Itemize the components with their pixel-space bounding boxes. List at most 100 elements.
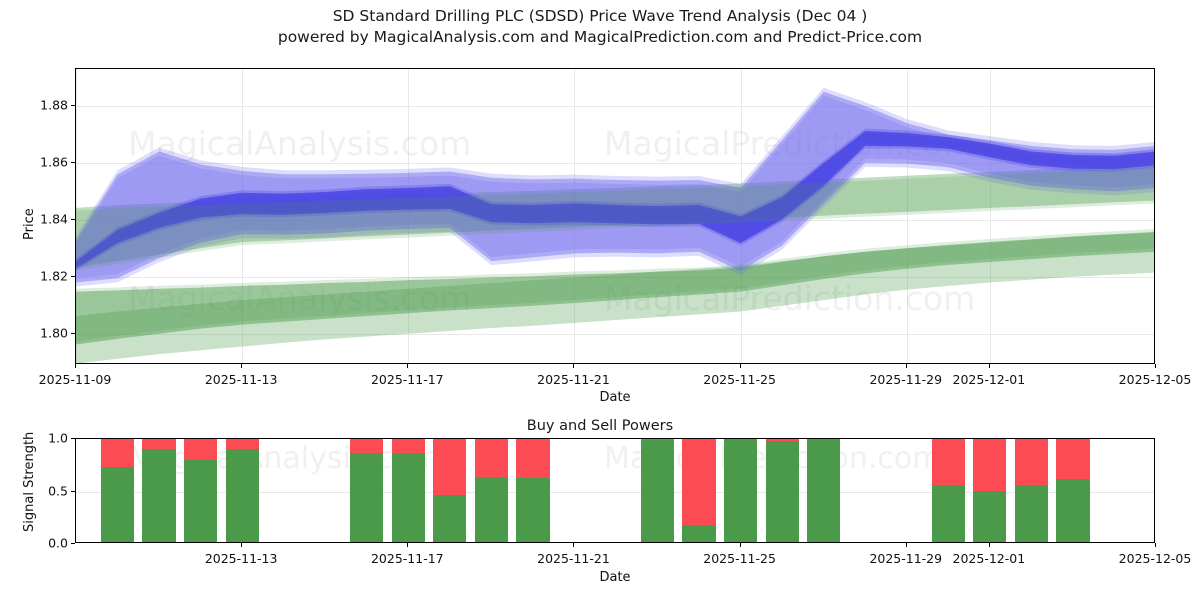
bar-segment-sell <box>1056 439 1090 479</box>
price-x-tick-label: 2025-11-21 <box>537 372 610 387</box>
bar-segment-buy <box>184 460 218 542</box>
price-x-tick-label: 2025-11-25 <box>703 372 776 387</box>
buy-sell-bar[interactable] <box>350 439 384 542</box>
price-gridline-h <box>76 276 1154 278</box>
price-x-tick-label: 2025-11-09 <box>38 372 112 387</box>
price-band-layer-0 <box>76 133 1154 271</box>
bar-segment-sell <box>1014 439 1048 486</box>
price-x-tickmark <box>75 364 76 368</box>
bar-segment-sell <box>184 439 218 461</box>
power-y-tickmark <box>71 490 75 492</box>
buy-sell-bar[interactable] <box>100 439 135 542</box>
power-y-tickmark <box>71 543 75 544</box>
price-gridline-v <box>242 69 244 363</box>
buy-sell-bar[interactable] <box>682 439 716 542</box>
power-x-tick-label: 2025-11-17 <box>370 551 444 566</box>
price-gridline-h <box>76 333 1154 335</box>
bar-segment-sell <box>931 439 965 486</box>
bar-segment-buy <box>1014 485 1048 542</box>
buy-sell-bar[interactable] <box>640 439 675 542</box>
bar-segment-sell <box>973 439 1007 491</box>
price-band-layer-1 <box>76 128 1154 266</box>
price-gridline-h <box>76 106 1154 107</box>
price-x-tickmark <box>905 364 907 368</box>
power-x-tick-label: 2025-12-01 <box>952 551 1026 566</box>
buy-sell-subtitle: Buy and Sell Powers <box>526 418 674 434</box>
bar-segment-sell <box>142 439 176 449</box>
bar-segment-buy <box>765 441 799 542</box>
bar-segment-buy <box>100 467 135 542</box>
buy-sell-bar[interactable] <box>765 439 799 542</box>
price-gridline-v <box>989 69 991 363</box>
bar-segment-buy <box>433 494 467 542</box>
power-gridline-h <box>76 491 1154 493</box>
price-band-layer-4 <box>76 167 1154 271</box>
price-gridline-h <box>76 162 1154 164</box>
buy-sell-bar[interactable] <box>931 439 965 542</box>
page-title: SD Standard Drilling PLC (SDSD) Price Wa… <box>0 6 1200 48</box>
price-y-tickmark <box>71 105 75 106</box>
price-wave-bands <box>76 87 1154 363</box>
buy-sell-bar[interactable] <box>142 439 176 542</box>
price-gridline-v <box>740 69 742 363</box>
price-x-tick-label: 2025-12-05 <box>1118 372 1192 387</box>
price-y-tickmark <box>71 332 75 334</box>
price-y-tickmark <box>71 161 75 163</box>
power-x-tickmark <box>739 543 741 547</box>
buy-sell-bar[interactable] <box>391 439 425 542</box>
price-y-tick-label: 1.82 <box>40 268 68 284</box>
bar-segment-sell <box>433 439 467 495</box>
power-x-axis-label: Date <box>599 570 631 585</box>
bar-segment-buy <box>724 439 758 542</box>
bar-segment-buy <box>225 448 259 542</box>
price-gridline-v <box>906 69 908 363</box>
buy-sell-bar[interactable] <box>973 439 1007 542</box>
price-x-tickmark <box>988 364 990 368</box>
bar-segment-buy <box>474 476 508 542</box>
price-x-tickmark <box>573 364 575 368</box>
buy-sell-bar[interactable] <box>1014 439 1048 542</box>
bar-segment-buy <box>640 440 675 542</box>
price-gridline-v <box>76 69 77 363</box>
bar-segment-sell <box>474 439 508 477</box>
bar-segment-sell <box>640 439 675 441</box>
bar-segment-sell <box>100 439 135 468</box>
power-x-tick-label: 2025-11-21 <box>537 551 610 566</box>
price-x-tick-label: 2025-11-13 <box>204 372 278 387</box>
price-x-tickmark <box>739 364 741 368</box>
price-y-tick-label: 1.80 <box>40 325 68 341</box>
buy-sell-bar[interactable] <box>474 439 508 542</box>
buy-sell-bar[interactable] <box>516 439 550 542</box>
power-y-tick-label: 0.0 <box>48 535 68 551</box>
bar-segment-sell <box>682 439 716 526</box>
buy-sell-bar[interactable] <box>724 439 758 542</box>
buy-sell-bar[interactable] <box>184 439 218 542</box>
price-band-layer-3 <box>76 87 1154 279</box>
power-x-tickmark <box>573 543 575 547</box>
price-y-tick-label: 1.86 <box>40 154 68 170</box>
title-line-2: powered by MagicalAnalysis.com and Magic… <box>277 28 923 46</box>
price-x-tick-label: 2025-11-29 <box>869 372 943 387</box>
buy-sell-bar[interactable] <box>433 439 467 542</box>
price-band-0 <box>76 131 1154 269</box>
bar-segment-sell <box>516 439 550 478</box>
price-y-tick-label: 1.84 <box>40 211 68 227</box>
power-x-tick-label: 2025-12-05 <box>1118 551 1192 566</box>
buy-sell-bars <box>76 439 1154 542</box>
power-x-tick-label: 2025-11-29 <box>869 551 943 566</box>
power-x-tick-label: 2025-11-25 <box>703 551 776 566</box>
power-x-tickmark <box>407 543 409 547</box>
bar-segment-buy <box>391 452 425 542</box>
power-y-tickmark <box>71 438 75 439</box>
price-y-tick-label: 1.88 <box>40 97 68 113</box>
buy-sell-bar[interactable] <box>225 439 259 542</box>
bar-segment-buy <box>516 477 550 542</box>
price-band-6 <box>76 231 1154 345</box>
bar-segment-sell <box>391 439 425 453</box>
price-x-axis-label: Date <box>599 390 631 405</box>
price-y-axis-label: Price <box>22 208 37 240</box>
buy-sell-bar[interactable] <box>1056 439 1090 542</box>
buy-sell-bar[interactable] <box>807 439 841 542</box>
price-x-tickmark <box>241 364 243 368</box>
price-x-tick-label: 2025-11-17 <box>370 372 444 387</box>
